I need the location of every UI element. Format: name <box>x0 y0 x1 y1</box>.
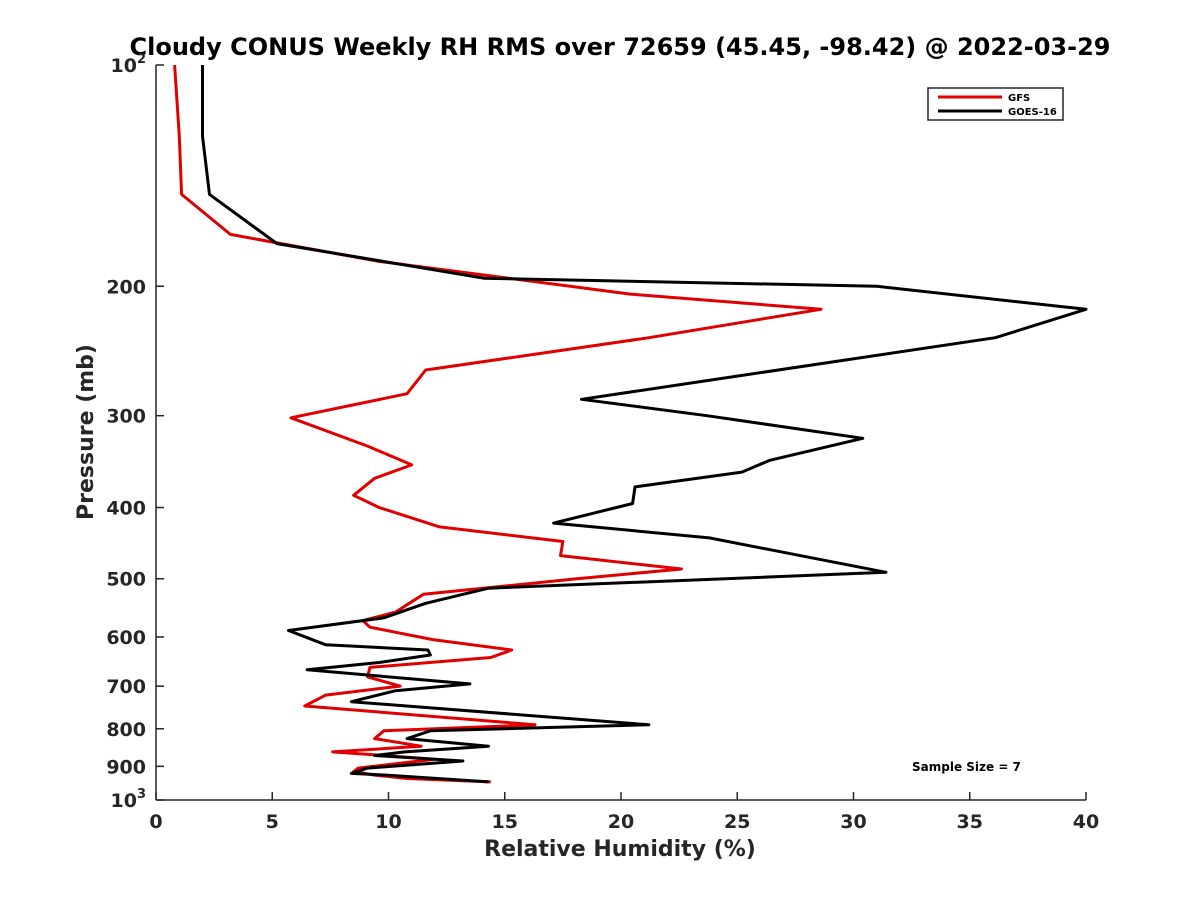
y-tick-label: 800 <box>106 719 146 741</box>
y-tick-label: 500 <box>106 569 146 591</box>
x-tick-label: 10 <box>375 811 401 833</box>
x-tick-label: 40 <box>1073 811 1099 833</box>
x-tick-label: 35 <box>957 811 983 833</box>
y-tick-label: 600 <box>106 627 146 649</box>
legend-label-gfs: GFS <box>1008 93 1030 104</box>
x-tick-label: 30 <box>840 811 866 833</box>
series-line-goes-16 <box>201 65 1088 784</box>
legend: GFS GOES-16 <box>927 87 1064 121</box>
y-tick-label: 200 <box>106 276 146 298</box>
legend-label-goes-16: GOES-16 <box>1008 107 1057 118</box>
y-tick-label: 400 <box>106 498 146 520</box>
axes: 0 5 10 15 20 25 30 35 40 102 200 300 400 500 600 700 800… <box>106 52 1099 833</box>
y-tick-label: 300 <box>106 406 146 428</box>
x-tick-label: 15 <box>492 811 518 833</box>
chart-title: Cloudy CONUS Weekly RH RMS over 72659 (4… <box>130 33 1111 61</box>
y-tick-label: 900 <box>106 756 146 778</box>
y-axis-label: Pressure (mb) <box>74 344 99 520</box>
y-tick-label: 102 <box>111 52 147 77</box>
plot-area <box>173 64 1088 784</box>
x-tick-label: 25 <box>724 811 750 833</box>
x-tick-label: 5 <box>266 811 279 833</box>
y-tick-label: 700 <box>106 676 146 698</box>
x-axis-label: Relative Humidity (%) <box>484 837 756 862</box>
sample-size-annotation: Sample Size = 7 <box>912 760 1021 774</box>
x-tick-label: 20 <box>608 811 634 833</box>
x-tick-label: 0 <box>149 811 162 833</box>
legend-box <box>927 87 1064 121</box>
series-line-gfs <box>173 64 823 784</box>
y-tick-label: 103 <box>111 787 147 812</box>
